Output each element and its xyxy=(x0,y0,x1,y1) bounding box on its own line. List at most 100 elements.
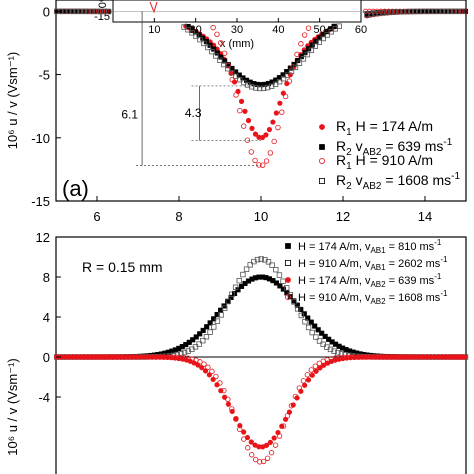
data-point xyxy=(291,299,297,305)
data-point xyxy=(242,108,248,114)
data-point xyxy=(218,312,224,318)
data-point xyxy=(129,354,136,360)
data-point xyxy=(214,312,220,318)
data-point xyxy=(435,354,442,360)
y-tick-label: -15 xyxy=(31,194,50,209)
data-point xyxy=(388,9,394,15)
data-point xyxy=(276,75,282,81)
data-point xyxy=(193,33,199,39)
data-point xyxy=(348,354,354,360)
data-point xyxy=(269,262,275,268)
y-tick-label: -10 xyxy=(31,131,50,146)
legend-entry: H = 910 A/m, vAB2 = 1608 ms-1 xyxy=(298,289,448,306)
x-tick-label: 8 xyxy=(175,209,182,224)
inset-x-axis-label: x (mm) xyxy=(220,38,254,50)
data-point xyxy=(265,259,272,265)
data-point xyxy=(298,306,304,313)
data-point xyxy=(237,422,243,429)
data-point xyxy=(218,54,224,60)
data-point xyxy=(217,57,223,63)
y-tick-label: 0 xyxy=(43,350,50,365)
data-point xyxy=(416,8,422,15)
data-point xyxy=(304,51,311,58)
data-point xyxy=(249,125,255,131)
data-point xyxy=(439,8,446,15)
data-point xyxy=(201,40,207,47)
data-point xyxy=(322,333,328,339)
data-point xyxy=(248,452,255,458)
data-point xyxy=(427,354,434,360)
data-point xyxy=(214,382,220,388)
data-point xyxy=(313,368,319,374)
data-point xyxy=(211,324,217,330)
data-point xyxy=(320,32,326,38)
data-point xyxy=(229,69,235,76)
data-point xyxy=(263,132,269,138)
data-point xyxy=(352,354,358,360)
data-point xyxy=(396,9,402,15)
data-point xyxy=(105,8,112,15)
data-point xyxy=(368,354,374,360)
data-point xyxy=(320,341,326,348)
data-point xyxy=(447,354,454,360)
data-point xyxy=(455,354,462,360)
data-point xyxy=(420,8,426,15)
data-point xyxy=(336,23,342,29)
data-point xyxy=(93,8,100,15)
data-point xyxy=(259,134,266,141)
data-point xyxy=(221,305,228,311)
data-point xyxy=(331,348,337,354)
legend-marker xyxy=(285,243,291,249)
data-point xyxy=(248,439,254,445)
data-point xyxy=(340,354,346,361)
data-point xyxy=(93,354,100,360)
x-tick-label: 10 xyxy=(254,209,268,224)
data-point xyxy=(309,329,315,336)
data-point xyxy=(276,272,283,278)
legend-entry: H = 174 A/m, vAB1 = 810 ms-1 xyxy=(298,238,442,255)
data-point xyxy=(260,85,267,92)
data-point xyxy=(109,354,116,360)
data-point xyxy=(66,8,72,15)
data-point xyxy=(397,8,403,15)
legend-marker xyxy=(319,124,325,130)
data-point xyxy=(214,318,221,324)
legend-entry: R2 vAB2 = 1608 ms-1 xyxy=(336,171,460,192)
data-point xyxy=(302,382,308,388)
data-point xyxy=(186,339,192,345)
data-point xyxy=(240,271,246,278)
data-point xyxy=(459,354,466,360)
data-point xyxy=(287,65,293,71)
panel-b-ticks: -4 0 4 8 12 10⁶ u / v (Vsm⁻¹) xyxy=(5,230,61,456)
data-point xyxy=(280,75,287,82)
data-point xyxy=(304,372,311,378)
data-point xyxy=(277,283,283,289)
data-point xyxy=(233,92,239,98)
data-point xyxy=(306,46,312,52)
data-point xyxy=(294,306,301,312)
y-tick-label: -4 xyxy=(38,390,50,405)
data-point xyxy=(273,110,279,116)
data-point xyxy=(267,439,273,445)
legend-entry: R1 H = 910 A/m xyxy=(336,152,433,172)
data-point xyxy=(305,25,312,31)
y-tick-label: 4 xyxy=(43,310,50,325)
data-point xyxy=(298,41,304,47)
data-point xyxy=(201,361,207,367)
data-point xyxy=(264,84,271,91)
data-point xyxy=(284,285,290,291)
data-point xyxy=(233,416,239,422)
data-point xyxy=(300,378,307,384)
data-point xyxy=(364,354,370,360)
legend-entry: R2 vAB2 = 639 ms-1 xyxy=(336,137,453,158)
data-point xyxy=(185,27,191,33)
data-point xyxy=(380,354,386,360)
data-point xyxy=(141,354,148,360)
data-point xyxy=(451,8,458,15)
data-point xyxy=(185,355,191,361)
data-point xyxy=(240,123,247,129)
data-point xyxy=(233,73,239,80)
data-point xyxy=(420,354,426,360)
